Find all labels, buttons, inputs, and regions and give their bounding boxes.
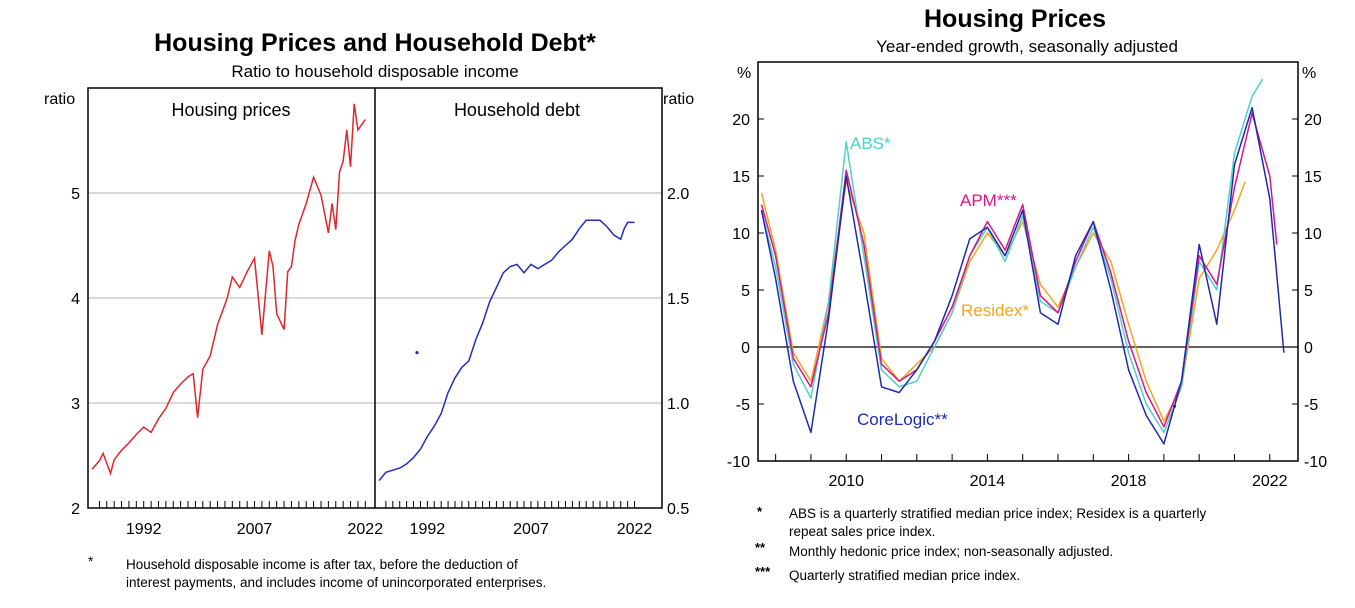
- right-y-tick-label-left: 15: [732, 169, 750, 186]
- note-marker-3: ***: [755, 564, 771, 579]
- right-y-tick-label-left: -10: [727, 454, 750, 471]
- left-unit-label: ratio: [44, 91, 75, 108]
- right-y-tick-label-left: 20: [732, 112, 750, 129]
- panel-title-housing: Housing prices: [171, 100, 290, 120]
- left-chart-title: Housing Prices and Household Debt*: [154, 29, 596, 57]
- right-chart-subtitle: Year-ended growth, seasonally adjusted: [876, 37, 1178, 56]
- left-chart-subtitle: Ratio to household disposable income: [231, 62, 518, 81]
- left-footnote-marker: *: [88, 554, 94, 569]
- debt-x-tick-label: 2007: [513, 521, 549, 538]
- right-chart: Housing Prices Year-ended growth, season…: [727, 5, 1327, 583]
- left-footnote-line1: Household disposable income is after tax…: [126, 557, 518, 572]
- series-label-apm: APM***: [960, 191, 1017, 210]
- left-y-tick-label: 4: [71, 291, 80, 308]
- left-y-tick-label: 5: [71, 186, 80, 203]
- right-axes: [757, 61, 1299, 462]
- left-footnote-line2: interest payments, and includes income o…: [126, 575, 546, 590]
- left-plots: [91, 103, 635, 482]
- note-2-line1: Monthly hedonic price index; non-seasona…: [789, 544, 1113, 559]
- left-axes: [87, 87, 663, 509]
- debt-x-tick-label: 2022: [617, 521, 653, 538]
- left-x-tick-labels: 1992 2007 2022 1992 2007 2022: [126, 521, 653, 538]
- housing-x-tick-label: 2007: [237, 521, 273, 538]
- household-debt-point: [415, 351, 419, 355]
- right-y-tick-label-right: 5: [1304, 283, 1313, 300]
- right-x-tick-label: 2010: [828, 473, 864, 490]
- note-1-line2: repeat sales price index.: [789, 524, 935, 539]
- right-y-tick-label-right: 20: [1304, 112, 1322, 129]
- right-x-tick-label: 2022: [1252, 473, 1288, 490]
- right-y-tick-label-left: 5: [741, 283, 750, 300]
- series-label-residex: Residex*: [961, 301, 1029, 320]
- right-y-tick-label-left: -5: [736, 397, 750, 414]
- apm-line: [760, 112, 1278, 428]
- note-marker-2: **: [755, 540, 766, 555]
- right-y-tick-labels: -10 -10 -5 -5 0 0 5 5 10 10 15 15 20 20: [727, 112, 1327, 471]
- left-y-tick-label: 3: [71, 396, 80, 413]
- series-label-abs: ABS*: [850, 134, 891, 153]
- right-x-tick-label: 2014: [970, 473, 1006, 490]
- left-chart: Housing Prices and Household Debt* Ratio…: [44, 29, 694, 590]
- corelogic-point: [1172, 404, 1177, 408]
- right-y-tick-label-right: -10: [1304, 454, 1327, 471]
- corelogic-line: [760, 106, 1285, 445]
- left-y-tick-label: 2: [71, 501, 80, 518]
- right-chart-unit-right: %: [1302, 65, 1316, 82]
- right-y-tick-label: 1.5: [667, 291, 689, 308]
- household-debt-line: [378, 219, 635, 482]
- right-y-tick-label-left: 0: [741, 340, 750, 357]
- note-marker-1: *: [757, 504, 763, 519]
- right-y-tick-label-right: -5: [1304, 397, 1318, 414]
- right-chart-title: Housing Prices: [924, 5, 1106, 33]
- right-y-tick-label-right: 10: [1304, 226, 1322, 243]
- right-unit-label: ratio: [663, 91, 694, 108]
- right-plot-frame: [757, 61, 1299, 462]
- right-y-tick-label-left: 10: [732, 226, 750, 243]
- housing-prices-line: [91, 103, 366, 476]
- right-chart-unit-left: %: [737, 65, 751, 82]
- housing-x-tick-label: 2022: [348, 521, 384, 538]
- right-x-tick-label: 2018: [1111, 473, 1147, 490]
- abs-line: [760, 78, 1264, 434]
- right-x-tick-labels: 2010 2014 2018 2022: [828, 473, 1287, 490]
- right-y-tick-label: 2.0: [667, 186, 689, 203]
- note-3-line1: Quarterly stratified median price index.: [789, 568, 1020, 583]
- right-y-tick-label-right: 0: [1304, 340, 1313, 357]
- note-1-line1: ABS is a quarterly stratified median pri…: [789, 506, 1206, 521]
- right-y-tick-label: 1.0: [667, 396, 689, 413]
- panel-title-debt: Household debt: [454, 100, 580, 120]
- right-plots: [758, 78, 1298, 445]
- series-label-corelogic: CoreLogic**: [857, 410, 948, 429]
- left-y-tick-labels: 2 3 4 5 0.5 1.0 1.5 2.0: [71, 186, 689, 518]
- right-y-tick-label-right: 15: [1304, 169, 1322, 186]
- right-y-tick-label: 0.5: [667, 501, 689, 518]
- debt-x-tick-label: 1992: [410, 521, 446, 538]
- housing-x-tick-label: 1992: [126, 521, 162, 538]
